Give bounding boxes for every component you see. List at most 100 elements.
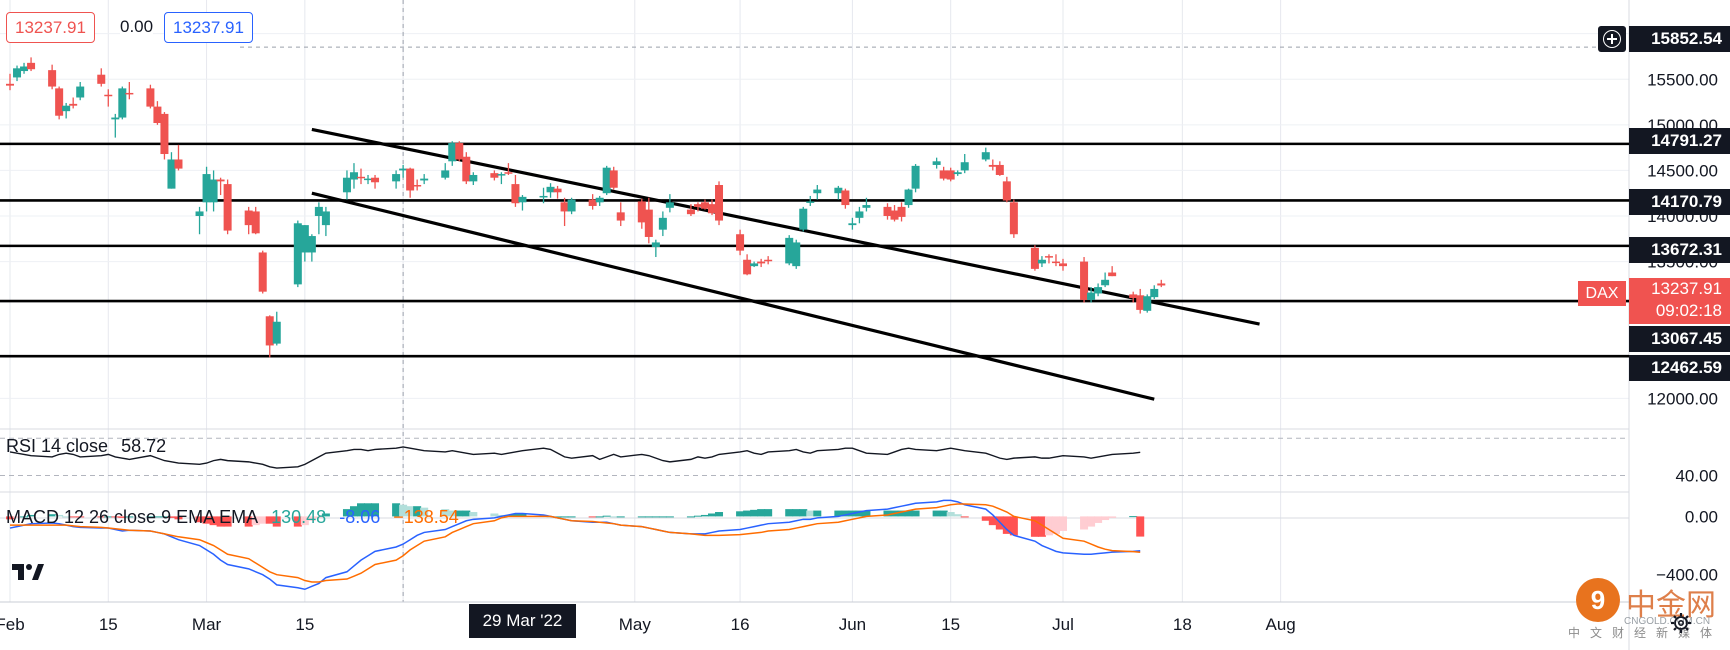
- macd-histogram-bar: [307, 516, 316, 521]
- macd-histogram-bar: [448, 510, 457, 517]
- candle-body: [251, 211, 260, 234]
- macd-histogram-bar: [764, 509, 773, 517]
- macd-histogram-bar: [911, 510, 920, 517]
- candle-body: [104, 94, 113, 97]
- rsi-line: [9, 446, 1141, 469]
- candle-body: [272, 321, 281, 344]
- macd-histogram-bar: [371, 503, 380, 517]
- macd-legend-macd: 130.48: [271, 507, 327, 527]
- chart-axes: 16000.0015500.0015000.0014500.0014000.00…: [0, 25, 1718, 634]
- time-axis-tick: Mar: [192, 615, 222, 634]
- macd-histogram-bar: [244, 516, 253, 527]
- candle-body: [223, 184, 232, 231]
- candle-body: [883, 206, 892, 216]
- candle-body: [1108, 272, 1117, 277]
- candle-body: [342, 177, 351, 193]
- open-price-badge: 13237.91: [6, 12, 95, 43]
- candle-body: [504, 172, 513, 174]
- macd-histogram-bar: [602, 515, 611, 517]
- macd-histogram-bar: [146, 516, 155, 518]
- macd-histogram-bar: [455, 510, 464, 517]
- macd-histogram-bar: [342, 509, 351, 517]
- candle-body: [1150, 288, 1159, 298]
- macd-axis-tick: −400.00: [1656, 566, 1718, 585]
- candle-body: [897, 206, 906, 217]
- macd-histogram-bar: [616, 516, 625, 518]
- time-axis-tick: Jul: [1052, 615, 1074, 634]
- tradingview-logo-icon[interactable]: [10, 560, 46, 584]
- candle-body: [813, 189, 822, 194]
- macd-histogram-bar: [216, 516, 225, 527]
- channel-trendlines: [311, 127, 1260, 401]
- candle-body: [764, 259, 773, 262]
- candle-body: [911, 165, 920, 189]
- macd-histogram-bar: [981, 516, 990, 521]
- candle-body: [834, 187, 843, 194]
- macd-legend-name: MACD 12 26 close 9 EMA EMA: [6, 507, 259, 527]
- candle-body: [1059, 263, 1067, 267]
- candle-body: [202, 174, 211, 203]
- macd-histogram-bar: [13, 516, 22, 518]
- macd-histogram-bar: [62, 516, 71, 518]
- macd-histogram-bar: [946, 512, 955, 517]
- candle-body: [111, 117, 120, 120]
- macd-histogram-bar: [1002, 516, 1011, 534]
- macd-histogram-bar: [658, 516, 667, 518]
- macd-histogram-bar: [700, 514, 709, 517]
- macd-histogram-bar: [897, 510, 906, 517]
- symbol-label: DAX: [1578, 281, 1626, 306]
- time-axis-tick: 18: [1173, 615, 1192, 634]
- macd-histogram-bar: [883, 510, 892, 517]
- rsi-legend-value: 58.72: [121, 436, 167, 456]
- candle-body: [743, 259, 752, 275]
- macd-histogram-bar: [715, 512, 724, 517]
- macd-histogram-bar: [223, 516, 232, 527]
- macd-histogram-bar: [104, 516, 113, 518]
- watermark-subtitle: 中文财经新媒体: [1568, 626, 1723, 640]
- candle-body: [300, 225, 309, 253]
- candle-body: [651, 242, 660, 247]
- macd-histogram-bar: [160, 516, 169, 518]
- time-axis-tick: Aug: [1265, 615, 1295, 634]
- rsi-legend[interactable]: RSI 14 close 58.72: [6, 436, 174, 457]
- candle-body: [785, 237, 794, 264]
- candle-body: [862, 205, 871, 208]
- trendline-lower: [311, 191, 1155, 401]
- time-axis-tick: Feb: [0, 615, 25, 634]
- bar-countdown: 09:02:18: [1655, 301, 1722, 320]
- candle-body: [693, 204, 702, 207]
- candle-body: [953, 172, 962, 175]
- candle-body: [700, 202, 709, 209]
- macd-histogram-bar: [595, 516, 604, 518]
- macd-histogram-bar: [202, 516, 211, 524]
- candle-body: [736, 234, 745, 251]
- macd-histogram-bar: [1044, 516, 1053, 536]
- candle-body: [76, 86, 85, 98]
- candle-body: [118, 88, 127, 118]
- macd-legend-signal: -8.06: [339, 507, 381, 527]
- macd-histogram-bar: [399, 504, 408, 517]
- macd-legend[interactable]: MACD 12 26 close 9 EMA EMA 130.48 -8.06 …: [6, 507, 467, 528]
- macd-histogram-bar: [855, 510, 864, 517]
- candle-body: [174, 159, 183, 169]
- chart-grid: [0, 0, 1630, 650]
- candle-body: [546, 186, 555, 193]
- time-axis-tick: 15: [99, 615, 118, 634]
- macd-histogram-bar: [708, 513, 716, 517]
- candle-body: [939, 170, 948, 179]
- candle-body: [97, 74, 106, 84]
- macd-histogram-bar: [490, 513, 499, 517]
- candle-body: [314, 206, 323, 216]
- watermark-brand: 中金网: [1626, 588, 1716, 623]
- settings-gear-icon[interactable]: [1670, 612, 1692, 634]
- macd-histogram-bar: [1136, 516, 1145, 537]
- price-axis-tick: 15500.00: [1647, 70, 1718, 89]
- candle-body: [293, 223, 302, 285]
- candle-body: [265, 316, 274, 346]
- candle-body: [609, 170, 618, 188]
- candle-body: [497, 174, 506, 176]
- macd-histogram-bar: [988, 516, 997, 526]
- candle-body: [364, 178, 373, 181]
- add-alert-button[interactable]: [1598, 26, 1626, 52]
